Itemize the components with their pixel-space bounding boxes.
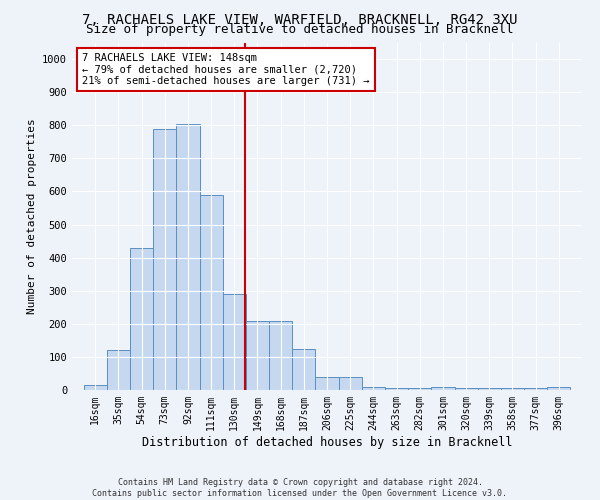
Bar [408, 388, 431, 390]
Bar [107, 350, 130, 390]
Bar [176, 124, 199, 390]
Text: Contains HM Land Registry data © Crown copyright and database right 2024.
Contai: Contains HM Land Registry data © Crown c… [92, 478, 508, 498]
X-axis label: Distribution of detached houses by size in Bracknell: Distribution of detached houses by size … [142, 436, 512, 448]
Text: 7 RACHAELS LAKE VIEW: 148sqm
← 79% of detached houses are smaller (2,720)
21% of: 7 RACHAELS LAKE VIEW: 148sqm ← 79% of de… [82, 53, 370, 86]
Text: 7, RACHAELS LAKE VIEW, WARFIELD, BRACKNELL, RG42 3XU: 7, RACHAELS LAKE VIEW, WARFIELD, BRACKNE… [82, 12, 518, 26]
Bar [455, 388, 478, 390]
Bar [83, 385, 107, 390]
Bar [292, 348, 316, 390]
Bar [269, 320, 292, 390]
Bar [338, 377, 362, 390]
Bar [547, 388, 571, 390]
Bar [431, 388, 455, 390]
Bar [223, 294, 246, 390]
Bar [199, 194, 223, 390]
Text: Size of property relative to detached houses in Bracknell: Size of property relative to detached ho… [86, 22, 514, 36]
Bar [246, 320, 269, 390]
Bar [501, 388, 524, 390]
Bar [478, 388, 501, 390]
Bar [362, 386, 385, 390]
Y-axis label: Number of detached properties: Number of detached properties [26, 118, 37, 314]
Bar [385, 388, 408, 390]
Bar [130, 248, 153, 390]
Bar [316, 377, 338, 390]
Bar [524, 388, 547, 390]
Bar [153, 128, 176, 390]
